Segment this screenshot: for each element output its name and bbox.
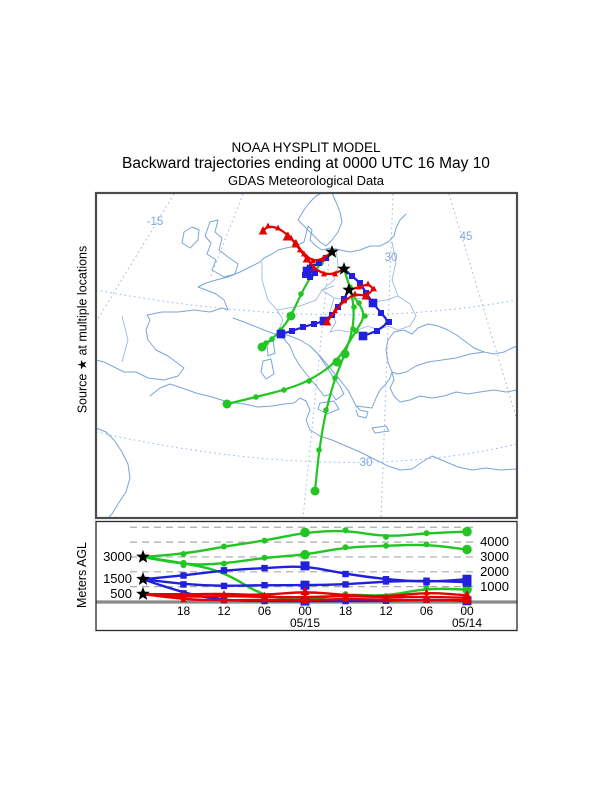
- profile-x-tick-5: 12: [379, 604, 393, 618]
- profile-right-axis-label-2: 2000: [480, 563, 509, 579]
- model-title: NOAA HYSPLIT MODEL: [231, 140, 381, 155]
- profile-x-date-7: 05/14: [451, 616, 483, 630]
- trajectory-red: [322, 280, 377, 326]
- map-graticule: [97, 194, 516, 517]
- map-frame: [94, 191, 519, 520]
- map-trajectories: [222, 222, 392, 496]
- profile-x-date-3: 05/15: [289, 616, 321, 630]
- profile-left-axis-label-0: 3000: [103, 548, 132, 564]
- map-grid-label-0: -15: [146, 216, 164, 228]
- profile-x-tick-6: 06: [419, 604, 434, 618]
- profile-series-blue: [141, 577, 472, 590]
- map-grid-label-3: 30: [359, 457, 373, 469]
- profile-left-axis-label-1: 1500: [103, 571, 132, 587]
- profile-x-tick-4: 18: [338, 604, 353, 618]
- profile-x-tick-2: 06: [257, 604, 272, 618]
- map-source-stars: [325, 245, 356, 296]
- profile-right-axis-label-0: 4000: [480, 534, 509, 550]
- profile-left-axis-label-2: 500: [110, 586, 132, 602]
- trajectory-red: [282, 232, 346, 277]
- trajectory-green: [222, 288, 368, 409]
- profile-frame: [95, 520, 518, 632]
- map-grid-label-2: 45: [459, 231, 473, 243]
- figure-title: Backward trajectories ending at 0000 UTC…: [122, 155, 490, 172]
- met-data-subtitle: GDAS Meteorological Data: [227, 173, 385, 188]
- trajectory-green: [310, 267, 357, 496]
- profile-series-red: [141, 592, 472, 604]
- profile-x-tick-1: 12: [217, 604, 231, 618]
- profile-x-tick-0: 18: [176, 604, 191, 618]
- profile-right-axis-label-3: 1000: [480, 578, 509, 594]
- map-coastlines: [97, 194, 516, 517]
- map-grid-label-1: 30: [384, 252, 398, 264]
- trajectory-blue: [342, 267, 392, 341]
- profile-series: [141, 526, 472, 606]
- profile-x-tick-7: 00: [460, 604, 474, 618]
- profile-series-green: [141, 526, 472, 559]
- profile-x-tick-3: 00: [298, 604, 312, 618]
- map-country-borders: [121, 241, 417, 363]
- profile-right-axis-label-1: 3000: [480, 548, 509, 564]
- profile-start-stars: [136, 549, 150, 600]
